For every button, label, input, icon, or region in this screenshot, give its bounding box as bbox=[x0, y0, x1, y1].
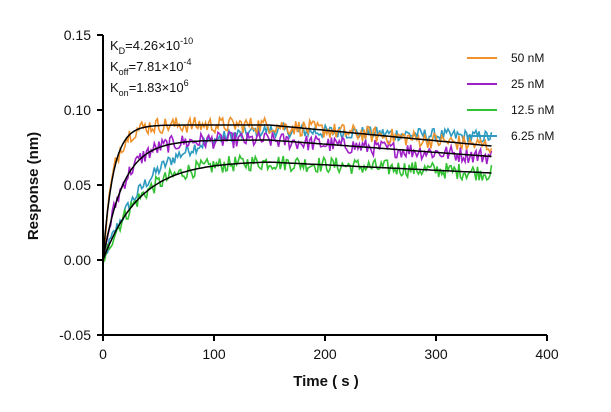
fit-curve bbox=[102, 139, 492, 261]
kon-annotation: Kon=1.83×106 bbox=[110, 78, 189, 98]
fit-curve bbox=[102, 161, 492, 261]
data-line-12.5-nm bbox=[102, 153, 493, 263]
x-tick-label: 400 bbox=[535, 346, 559, 362]
koff-annotation: Koff=7.81×10-4 bbox=[110, 57, 191, 77]
legend-label: 25 nM bbox=[511, 77, 544, 91]
y-tick-label: 0.05 bbox=[64, 177, 91, 193]
fit-curve bbox=[102, 124, 492, 261]
kinetic-constants: KD=4.26×10-10 Koff=7.81×10-4 Kon=1.83×10… bbox=[110, 36, 193, 98]
x-axis-ticks: 0 100 200 300 400 bbox=[99, 335, 559, 362]
data-line-25-nm bbox=[102, 129, 493, 261]
y-tick-label: -0.05 bbox=[59, 327, 91, 343]
data-line-50-nm bbox=[102, 115, 493, 266]
x-tick-label: 200 bbox=[313, 346, 337, 362]
legend-label: 6.25 nM bbox=[511, 129, 554, 143]
plot-area bbox=[102, 115, 493, 266]
y-tick-label: 0.10 bbox=[64, 102, 91, 118]
fit-curves bbox=[102, 124, 492, 261]
x-tick-label: 100 bbox=[202, 346, 226, 362]
x-tick-label: 0 bbox=[99, 346, 107, 362]
y-axis-title: Response (nm) bbox=[25, 132, 42, 240]
y-axis-ticks: -0.05 0.00 0.05 0.10 0.15 bbox=[59, 27, 103, 343]
legend-label: 12.5 nM bbox=[511, 103, 554, 117]
y-tick-label: 0.15 bbox=[64, 27, 91, 43]
legend-label: 50 nM bbox=[511, 51, 544, 65]
x-tick-label: 300 bbox=[424, 346, 448, 362]
kd-annotation: KD=4.26×10-10 bbox=[110, 36, 193, 56]
y-tick-label: 0.00 bbox=[64, 252, 91, 268]
x-axis-title: Time ( s ) bbox=[293, 373, 359, 390]
legend: 50 nM 25 nM 12.5 nM 6.25 nM bbox=[467, 51, 554, 143]
